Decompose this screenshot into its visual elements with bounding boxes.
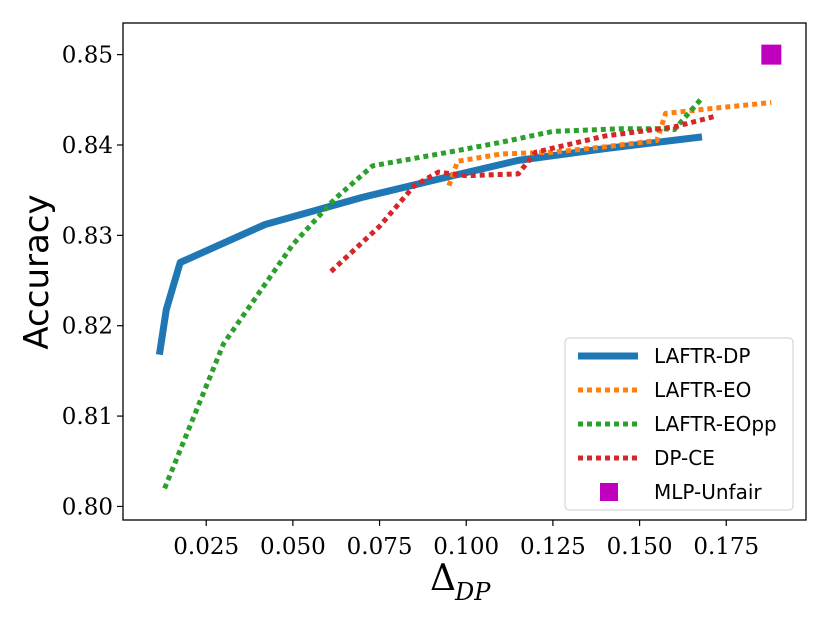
x-tick-label: 0.150 [607,534,673,560]
legend: LAFTR-DP LAFTR-EO LAFTR-EOpp DP-CE MLP-Unfai… [564,337,794,511]
y-tick-label: 0.83 [62,223,113,249]
series-layer [155,96,772,490]
plot-frame [122,22,807,521]
legend-label-mlp-unfair: MLP-Unfair [654,480,762,504]
x-tick-label: 0.125 [520,534,586,560]
x-tick-label: 0.050 [260,534,326,560]
y-tick-label: 0.82 [62,314,113,340]
marker-layer [761,44,782,65]
y-tick-label: 0.81 [62,404,113,430]
x-axis-label-delta: Δ [430,558,456,599]
x-axis-label: Δ DP [430,558,491,606]
legend-swatch-mlp-unfair [600,483,618,501]
y-axis-label: Accuracy [17,194,57,349]
y-tick-label: 0.84 [62,133,113,159]
series-laftr-dp-line [155,133,703,356]
y-tick-label: 0.85 [62,43,113,69]
x-tick-label: 0.075 [347,534,413,560]
x-tick-label: 0.100 [433,534,499,560]
y-tick-label: 0.80 [62,494,113,520]
series-dp-ce-line [329,113,717,274]
x-axis: 0.025 0.050 0.075 0.100 0.125 0.150 0.175 [173,520,759,560]
legend-label-dp-ce: DP-CE [654,446,715,470]
marker-mlp-unfair [761,44,782,65]
legend-label-laftr-dp: LAFTR-DP [654,344,750,368]
y-axis: 0.80 0.81 0.82 0.83 0.84 0.85 [62,43,123,520]
legend-label-laftr-eopp: LAFTR-EOpp [654,412,777,436]
legend-label-laftr-eo: LAFTR-EO [654,378,751,402]
x-tick-label: 0.175 [693,534,759,560]
x-tick-label: 0.025 [173,534,239,560]
x-axis-label-subscript: DP [454,578,491,606]
legend-box [564,337,794,511]
